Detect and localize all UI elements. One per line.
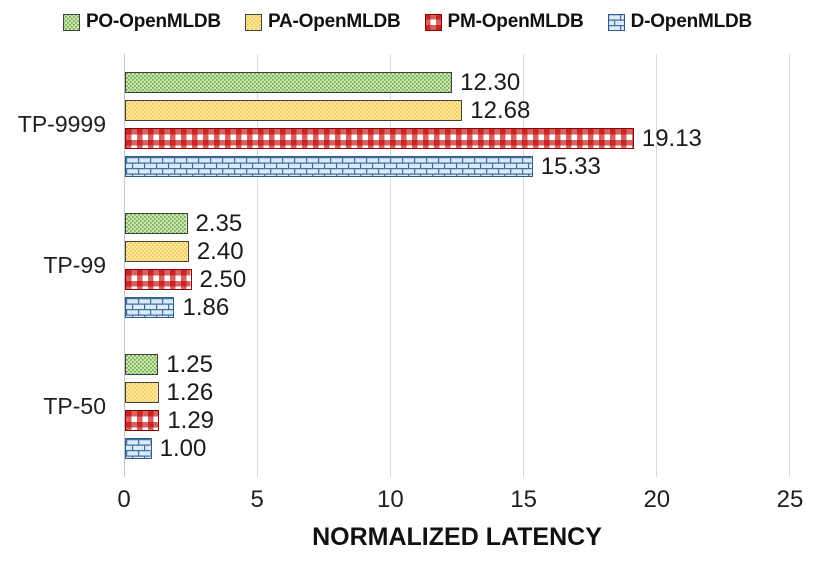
bar-groups: 12.30 12.68 19.13 15.33 2.35 2.40 2.50 1.86 1.25… bbox=[125, 54, 790, 477]
gridline-25 bbox=[789, 54, 790, 477]
legend-swatch-d-openmldb bbox=[607, 13, 625, 31]
category-label-tp-9999: TP-9999 bbox=[17, 111, 106, 137]
bar-po-openmldb-tp-9999 bbox=[125, 72, 453, 93]
bar-pm-openmldb-tp-99 bbox=[125, 269, 192, 290]
value-label-pa-openmldb-tp-50: 1.26 bbox=[166, 378, 214, 406]
plot-area-wrapper: TP-9999 TP-99 TP-50 12.30 12.68 19.13 15.33 2.… bbox=[0, 54, 815, 477]
bar-row-d-openmldb-tp-50: 1.00 bbox=[125, 434, 790, 462]
bar-group-tp-50: 1.25 1.26 1.29 1.00 bbox=[125, 336, 790, 477]
bar-fill-pattern bbox=[126, 298, 174, 317]
bar-fill-pattern bbox=[126, 439, 151, 458]
x-tick-10: 10 bbox=[377, 486, 404, 513]
bar-pm-openmldb-tp-9999 bbox=[125, 128, 634, 149]
legend-label-po-openmldb: PO-OpenMLDB bbox=[85, 11, 221, 32]
bar-fill-pattern bbox=[126, 411, 159, 430]
bar-row-po-openmldb-tp-99: 2.35 bbox=[125, 209, 790, 237]
bar-fill-pattern bbox=[126, 270, 191, 289]
y-axis-category-labels: TP-9999 TP-99 TP-50 bbox=[0, 54, 124, 477]
legend-swatch-pm-openmldb bbox=[424, 13, 442, 31]
bar-row-pm-openmldb-tp-9999: 19.13 bbox=[125, 124, 790, 152]
x-tick-20: 20 bbox=[643, 486, 671, 513]
chart-legend: PO-OpenMLDB PA-OpenMLDB PM-OpenMLDB D-OpenM… bbox=[0, 9, 815, 35]
category-label-tp-99: TP-99 bbox=[43, 252, 106, 278]
legend-label-pa-openmldb: PA-OpenMLDB bbox=[267, 11, 401, 32]
bar-row-pm-openmldb-tp-50: 1.29 bbox=[125, 406, 790, 434]
legend-swatch-pa-openmldb bbox=[244, 13, 262, 31]
x-axis: 0 5 10 15 20 25 bbox=[117, 486, 803, 518]
x-tick-25: 25 bbox=[776, 486, 804, 513]
gridline-15 bbox=[523, 54, 524, 477]
bar-group-tp-99: 2.35 2.40 2.50 1.86 bbox=[125, 195, 790, 336]
bar-row-pm-openmldb-tp-99: 2.50 bbox=[125, 265, 790, 293]
bar-d-openmldb-tp-9999 bbox=[125, 156, 533, 177]
legend-item-pm-openmldb: PM-OpenMLDB bbox=[424, 11, 584, 33]
bar-row-pa-openmldb-tp-99: 2.40 bbox=[125, 237, 790, 265]
bar-fill-pattern bbox=[126, 242, 188, 261]
value-label-po-openmldb-tp-9999: 12.30 bbox=[460, 68, 521, 96]
bar-po-openmldb-tp-99 bbox=[125, 213, 188, 234]
bar-row-pa-openmldb-tp-9999: 12.68 bbox=[125, 96, 790, 124]
bar-d-openmldb-tp-99 bbox=[125, 297, 175, 318]
gridline-10 bbox=[390, 54, 391, 477]
bar-row-d-openmldb-tp-9999: 15.33 bbox=[125, 152, 790, 180]
bar-pa-openmldb-tp-9999 bbox=[125, 100, 463, 121]
value-label-d-openmldb-tp-9999: 15.33 bbox=[540, 152, 601, 180]
plot-area: 12.30 12.68 19.13 15.33 2.35 2.40 2.50 1.86 1.25… bbox=[124, 54, 790, 477]
gridline-5 bbox=[257, 54, 258, 477]
bar-fill-pattern bbox=[126, 157, 532, 176]
value-label-pm-openmldb-tp-9999: 19.13 bbox=[641, 124, 702, 152]
bar-row-d-openmldb-tp-99: 1.86 bbox=[125, 293, 790, 321]
bar-fill-pattern bbox=[126, 73, 452, 92]
value-label-pa-openmldb-tp-99: 2.40 bbox=[196, 237, 244, 265]
bar-row-pa-openmldb-tp-50: 1.26 bbox=[125, 378, 790, 406]
value-label-d-openmldb-tp-50: 1.00 bbox=[159, 434, 207, 462]
x-tick-0: 0 bbox=[117, 486, 131, 513]
legend-label-pm-openmldb: PM-OpenMLDB bbox=[447, 11, 584, 32]
bar-fill-pattern bbox=[126, 101, 462, 120]
bar-fill-pattern bbox=[126, 355, 158, 374]
legend-item-d-openmldb: D-OpenMLDB bbox=[607, 11, 753, 33]
bar-fill-pattern bbox=[126, 383, 158, 402]
x-tick-15: 15 bbox=[510, 486, 537, 513]
bar-group-tp-9999: 12.30 12.68 19.13 15.33 bbox=[125, 54, 790, 195]
legend-label-d-openmldb: D-OpenMLDB bbox=[630, 11, 753, 32]
value-label-pm-openmldb-tp-99: 2.50 bbox=[199, 265, 247, 293]
bar-fill-pattern bbox=[126, 129, 633, 148]
legend-swatch-po-openmldb bbox=[62, 13, 80, 31]
value-label-d-openmldb-tp-99: 1.86 bbox=[182, 293, 230, 321]
x-axis-title: NORMALIZED LATENCY bbox=[312, 523, 602, 551]
value-label-po-openmldb-tp-99: 2.35 bbox=[195, 209, 243, 237]
value-label-pm-openmldb-tp-50: 1.29 bbox=[167, 406, 215, 434]
value-label-pa-openmldb-tp-9999: 12.68 bbox=[470, 96, 531, 124]
x-tick-5: 5 bbox=[250, 486, 264, 513]
value-label-po-openmldb-tp-50: 1.25 bbox=[166, 350, 213, 378]
bar-row-po-openmldb-tp-50: 1.25 bbox=[125, 350, 790, 378]
bar-po-openmldb-tp-50 bbox=[125, 354, 159, 375]
bar-pa-openmldb-tp-99 bbox=[125, 241, 189, 262]
bar-row-po-openmldb-tp-9999: 12.30 bbox=[125, 68, 790, 96]
bar-pa-openmldb-tp-50 bbox=[125, 382, 159, 403]
legend-item-pa-openmldb: PA-OpenMLDB bbox=[244, 11, 401, 33]
bar-fill-pattern bbox=[126, 214, 187, 233]
bar-d-openmldb-tp-50 bbox=[125, 438, 152, 459]
bar-pm-openmldb-tp-50 bbox=[125, 410, 160, 431]
category-label-tp-50: TP-50 bbox=[43, 393, 106, 419]
gridline-20 bbox=[656, 54, 657, 477]
legend-item-po-openmldb: PO-OpenMLDB bbox=[62, 11, 221, 33]
